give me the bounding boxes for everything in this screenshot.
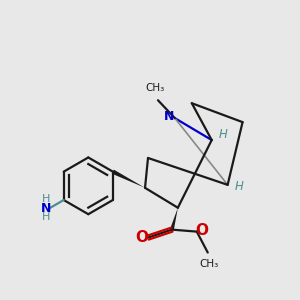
Text: N: N [41,202,52,215]
Text: H: H [42,212,51,222]
Text: O: O [135,230,148,245]
Text: H: H [235,180,244,193]
Polygon shape [170,208,178,230]
Text: O: O [196,223,209,238]
Text: N: N [164,110,175,123]
Text: H: H [219,128,228,141]
Polygon shape [112,169,145,188]
Text: CH₃: CH₃ [146,83,165,93]
Text: H: H [42,194,51,204]
Text: CH₃: CH₃ [200,259,219,269]
